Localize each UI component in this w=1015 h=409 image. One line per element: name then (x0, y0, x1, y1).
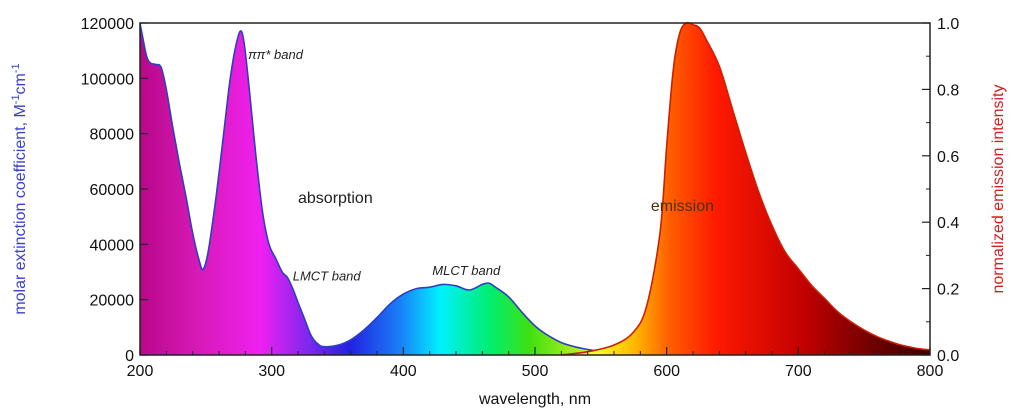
annotations: ππ* band absorption LMCT band MLCT band emis… (248, 47, 714, 283)
x-axis-label: wavelength, nm (478, 391, 591, 408)
annotation-absorption: absorption (298, 190, 373, 207)
y-right-tick-label: 0.0 (937, 348, 959, 365)
x-tick-label: 300 (258, 363, 285, 380)
y-left-tick-label: 0 (125, 348, 134, 365)
x-tick-label: 600 (653, 363, 680, 380)
y-right-tick-label: 0.8 (937, 82, 959, 99)
y-right-tick-label: 0.2 (937, 282, 959, 299)
x-tick-label: 700 (785, 363, 812, 380)
annotation-lmct: LMCT band (293, 268, 362, 283)
y-left-tick-label: 60000 (90, 182, 135, 199)
x-tick-label: 800 (917, 363, 944, 380)
y-right-tick-label: 0.4 (937, 215, 959, 232)
axis-ticks: 200 300 400 500 600 700 800 0 20000 40000 60000 800… (81, 16, 960, 380)
emission-line (561, 21, 931, 356)
y-right-tick-label: 1.0 (937, 16, 959, 33)
y-left-tick-label: 120000 (81, 16, 134, 33)
annotation-emission: emission (651, 198, 714, 215)
y-left-tick-label: 20000 (90, 293, 135, 310)
annotation-mlct: MLCT band (432, 263, 501, 278)
x-tick-label: 500 (522, 363, 549, 380)
absorption-area (140, 23, 641, 355)
y-left-tick-label: 80000 (90, 127, 135, 144)
x-tick-label: 400 (390, 363, 417, 380)
y-left-tick-label: 100000 (81, 71, 134, 88)
absorption-line (139, 22, 641, 356)
y-right-tick-label: 0.6 (937, 149, 959, 166)
y-left-tick-label: 40000 (90, 237, 135, 254)
y-axis-left-label: molar extinction coefficient, M-1cm-1 (10, 63, 29, 314)
emission-area (561, 22, 930, 356)
y-axis-right-label: normalized emission intensity (990, 85, 1007, 294)
x-tick-label: 200 (127, 363, 154, 380)
series-layer (139, 21, 931, 356)
annotation-pipi: ππ* band (248, 47, 304, 62)
